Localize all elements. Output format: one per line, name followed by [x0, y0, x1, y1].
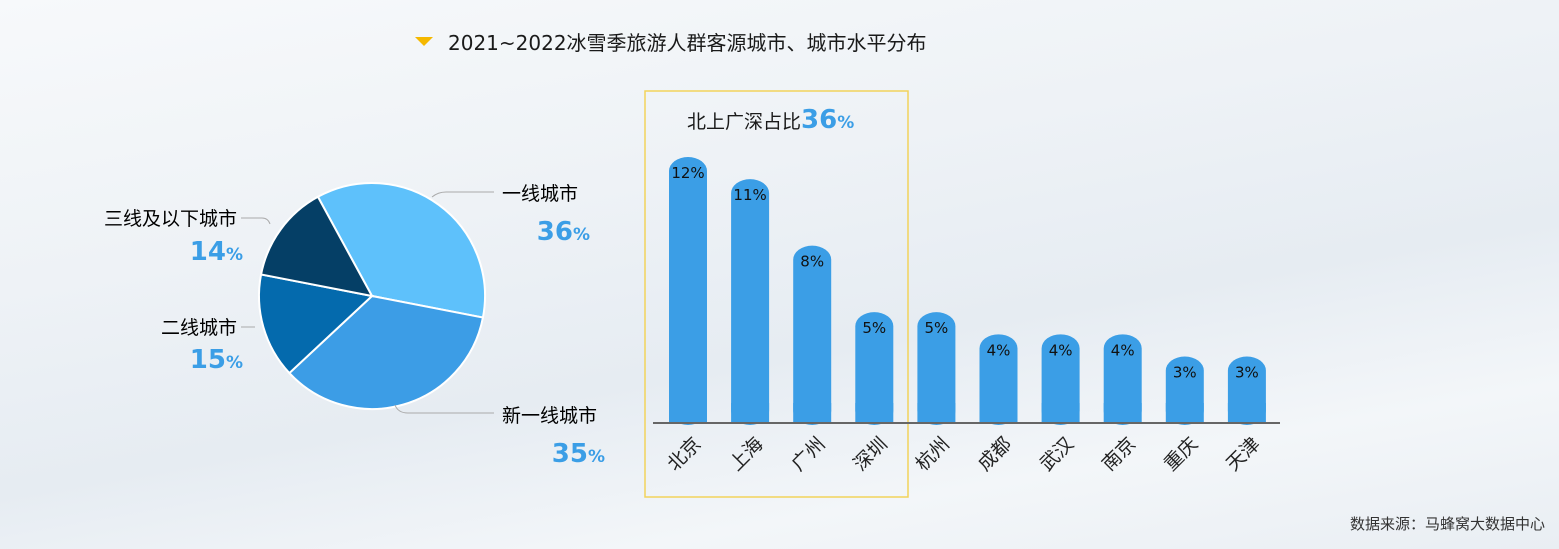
x-tick-label: 广州: [787, 433, 829, 475]
bar-data-label: 4%: [987, 341, 1011, 359]
bar-base: [1227, 403, 1266, 423]
bar-base: [979, 403, 1018, 423]
pie-label-tier3: 三线及以下城市: [104, 208, 237, 230]
bar: [855, 312, 894, 425]
x-tick-label: 北京: [663, 433, 705, 475]
pie-value-tier3: 14%: [190, 237, 243, 267]
source-note: 数据来源：马蜂窝大数据中心: [1350, 515, 1545, 533]
pie-value-tier2: 15%: [190, 345, 243, 375]
pie-value-unit: %: [588, 447, 605, 467]
bar-data-label: 4%: [1049, 341, 1073, 359]
bar-data-label: 11%: [733, 186, 766, 204]
bar-base: [1165, 403, 1204, 423]
pie-label-newtier1: 新一线城市: [502, 405, 597, 427]
highlight-box: [644, 90, 909, 498]
pie-slice: [316, 182, 486, 319]
pie-slice: [259, 195, 374, 298]
bar-chart: 12% 北京 11% 上海 8% 广州 5% 深圳 5% 杭州 4% 成都 4% 武汉 4% 南京 3% 重庆 3%…: [663, 157, 1266, 475]
pie-value-tier1: 36%: [537, 217, 590, 247]
pie-slice: [287, 294, 485, 410]
annotation-value: 36: [801, 105, 837, 135]
x-tick-label: 深圳: [849, 433, 891, 475]
bar-data-label: 4%: [1111, 341, 1135, 359]
bar-base: [917, 403, 956, 423]
x-tick-label: 天津: [1222, 433, 1264, 475]
bar: [669, 157, 707, 425]
pie-label-tier1: 一线城市: [502, 183, 578, 205]
x-tick-label: 武汉: [1036, 433, 1078, 475]
bar: [1041, 334, 1080, 425]
pie-value-number: 35: [552, 439, 588, 469]
pie-value-number: 14: [190, 237, 226, 267]
pie-value-number: 15: [190, 345, 226, 375]
bar-data-label: 3%: [1235, 364, 1259, 382]
pie-value-number: 36: [537, 217, 573, 247]
bar-base: [1041, 403, 1080, 423]
leader-line-tier3: [241, 217, 271, 225]
pie-chart: [258, 182, 486, 410]
bar-base: [793, 403, 832, 423]
bar: [793, 245, 832, 425]
bar: [731, 179, 770, 425]
bar-base: [731, 403, 770, 423]
title-marker-icon: [415, 37, 433, 46]
bar-data-label: 5%: [862, 319, 886, 337]
x-tick-label: 重庆: [1160, 433, 1202, 475]
leader-line-newtier1: [394, 404, 494, 414]
bar-base: [855, 403, 894, 423]
pie-value-unit: %: [573, 225, 590, 245]
pie-value-unit: %: [226, 245, 243, 265]
x-tick-label: 上海: [725, 433, 767, 475]
bar-base: [1103, 403, 1142, 423]
leader-line-tier1: [431, 191, 494, 198]
bar: [917, 312, 956, 425]
pie-value-unit: %: [226, 353, 243, 373]
annotation-unit: %: [837, 113, 854, 133]
bar-base: [669, 403, 707, 423]
bar-data-label: 5%: [925, 319, 949, 337]
chart-title: 2021~2022冰雪季旅游人群客源城市、城市水平分布: [448, 31, 927, 55]
bar: [979, 334, 1018, 425]
bar-data-label: 3%: [1173, 364, 1197, 382]
annotation-text: 北上广深占比: [687, 111, 801, 133]
x-tick-label: 杭州: [911, 433, 953, 475]
x-tick-label: 成都: [974, 433, 1016, 475]
pie-value-newtier1: 35%: [552, 439, 605, 469]
pie-label-tier2: 二线城市: [161, 317, 237, 339]
bar-data-label: 8%: [800, 253, 824, 271]
bar: [1103, 334, 1142, 425]
x-tick-label: 南京: [1098, 433, 1140, 475]
highlight-annotation: 北上广深占比36%: [687, 105, 854, 135]
pie-labels: 一线城市 36% 新一线城市 35% 二线城市 15% 三线及以下城市 14%: [104, 183, 605, 469]
bar-data-label: 12%: [671, 164, 704, 182]
pie-slice: [258, 273, 375, 375]
